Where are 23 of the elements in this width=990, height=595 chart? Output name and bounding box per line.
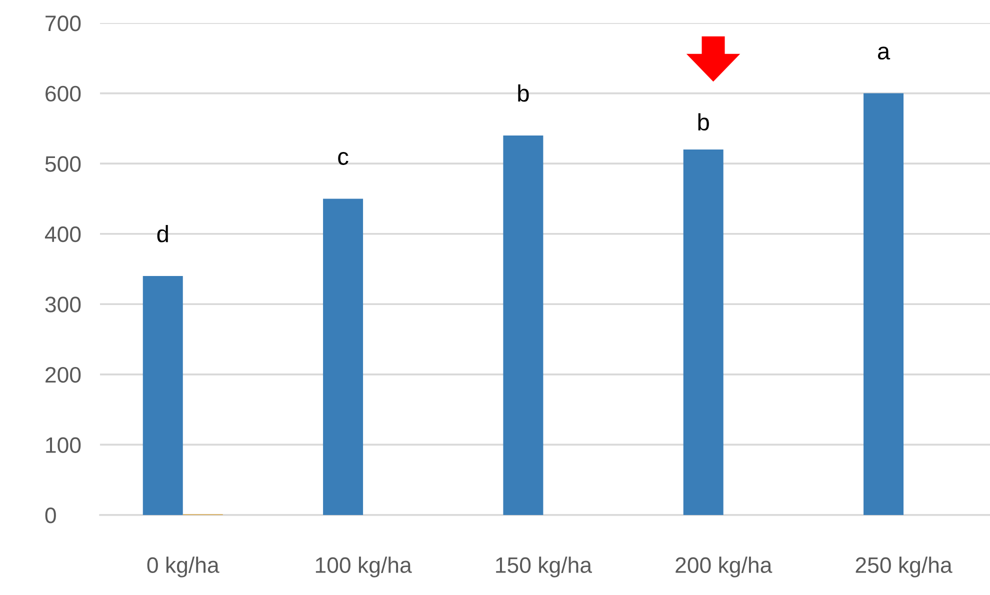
y-tick-label: 0 xyxy=(45,508,56,524)
x-tick-label: 200 kg/ha xyxy=(676,556,772,578)
y-tick-label: 600 xyxy=(46,86,81,102)
y-tick-label: 100 xyxy=(46,437,81,453)
y-tick-label: 700 xyxy=(46,16,81,32)
bar xyxy=(142,276,183,515)
y-tick-label: 400 xyxy=(44,226,81,242)
bar xyxy=(323,198,364,515)
annotation: b xyxy=(518,84,529,102)
annotation: c xyxy=(338,152,348,165)
annotation: a xyxy=(878,46,890,60)
bar xyxy=(683,150,724,515)
y-tick-label: 300 xyxy=(45,296,81,312)
annotation: d xyxy=(157,224,168,242)
y-tick-label: 500 xyxy=(45,156,81,172)
x-tick-label: 150 kg/ha xyxy=(496,556,592,578)
bar xyxy=(503,135,544,515)
x-tick-label: 250 kg/ha xyxy=(856,556,952,578)
annotation: b xyxy=(698,113,709,131)
x-tick-label: 0 kg/ha xyxy=(147,556,220,578)
bar xyxy=(864,93,904,515)
x-tick-label: 100 kg/ha xyxy=(316,556,412,578)
y-tick-label: 200 xyxy=(46,366,81,383)
